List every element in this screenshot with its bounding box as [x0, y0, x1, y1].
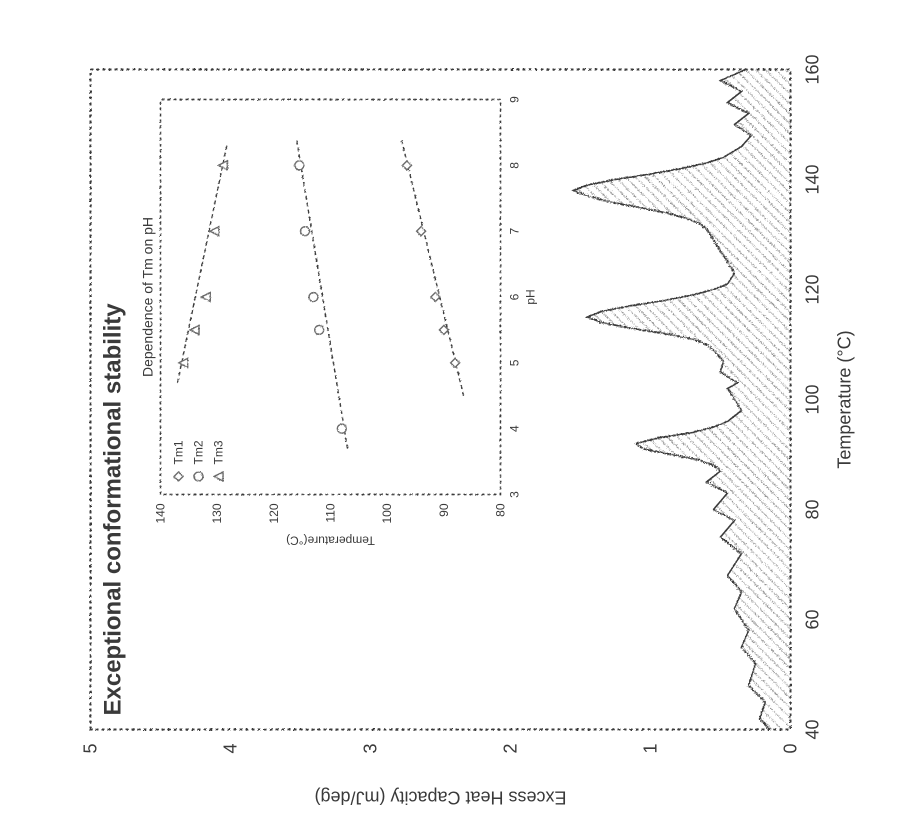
chart-svg: 0 1 2 3 4 5 40 60 80 100 120 140 160 Temperature (°C)…: [0, 0, 899, 839]
x-tick-label: 80: [802, 499, 822, 519]
x-tick-label: 140: [802, 164, 822, 194]
legend-label-Tm3: Tm3: [211, 440, 225, 464]
inset-x-tick-label: 5: [507, 359, 521, 366]
legend-label-Tm1: Tm1: [171, 440, 185, 464]
y-tick-label: 2: [500, 743, 520, 753]
x-tick-label: 160: [802, 54, 822, 84]
inset-title: Dependence of Tm on pH: [139, 216, 155, 376]
marker-Tm2: [294, 160, 303, 169]
y-tick-label: 1: [640, 743, 660, 753]
inset-y-tick-label: 120: [266, 503, 280, 523]
x-tick-label: 120: [802, 274, 822, 304]
x-tick-label: 60: [802, 609, 822, 629]
inset-x-tick-label: 9: [507, 95, 521, 102]
y-axis-label: Excess Heat Capacity (mJ/deg): [314, 787, 566, 807]
inset-x-tick-label: 6: [507, 293, 521, 300]
inset-y-tick-label: 130: [210, 503, 224, 523]
marker-Tm2: [337, 424, 346, 433]
inset-x-axis-label: pH: [523, 289, 537, 304]
y-tick-label: 4: [220, 743, 240, 753]
inset-bg: [132, 87, 536, 554]
inset-y-axis-label: Temperature(°C): [286, 533, 375, 547]
marker-Tm2: [314, 325, 323, 334]
main-title: Exceptional conformational stability: [99, 302, 126, 715]
inset-x-tick-label: 8: [507, 161, 521, 168]
inset-y-tick-label: 90: [436, 503, 450, 517]
inset-y-tick-label: 140: [153, 503, 167, 523]
inset-x-tick-label: 3: [507, 490, 521, 497]
y-tick-label: 5: [80, 743, 100, 753]
inset-y-tick-label: 80: [493, 503, 507, 517]
legend-label-Tm2: Tm2: [191, 440, 205, 464]
legend-marker-Tm2: [194, 472, 203, 481]
inset-y-tick-label: 100: [380, 503, 394, 523]
marker-Tm2: [300, 226, 309, 235]
inset-y-tick-label: 110: [323, 503, 337, 522]
y-tick-label: 3: [360, 743, 380, 753]
y-tick-label: 0: [780, 743, 800, 753]
x-tick-label: 40: [802, 719, 822, 739]
inset-x-tick-label: 7: [507, 227, 521, 234]
marker-Tm2: [309, 292, 318, 301]
chart-stage: 0 1 2 3 4 5 40 60 80 100 120 140 160 Temperature (°C)…: [0, 0, 899, 839]
inset-x-tick-label: 4: [507, 425, 521, 432]
x-tick-label: 100: [802, 384, 822, 414]
x-axis-label: Temperature (°C): [834, 330, 854, 468]
